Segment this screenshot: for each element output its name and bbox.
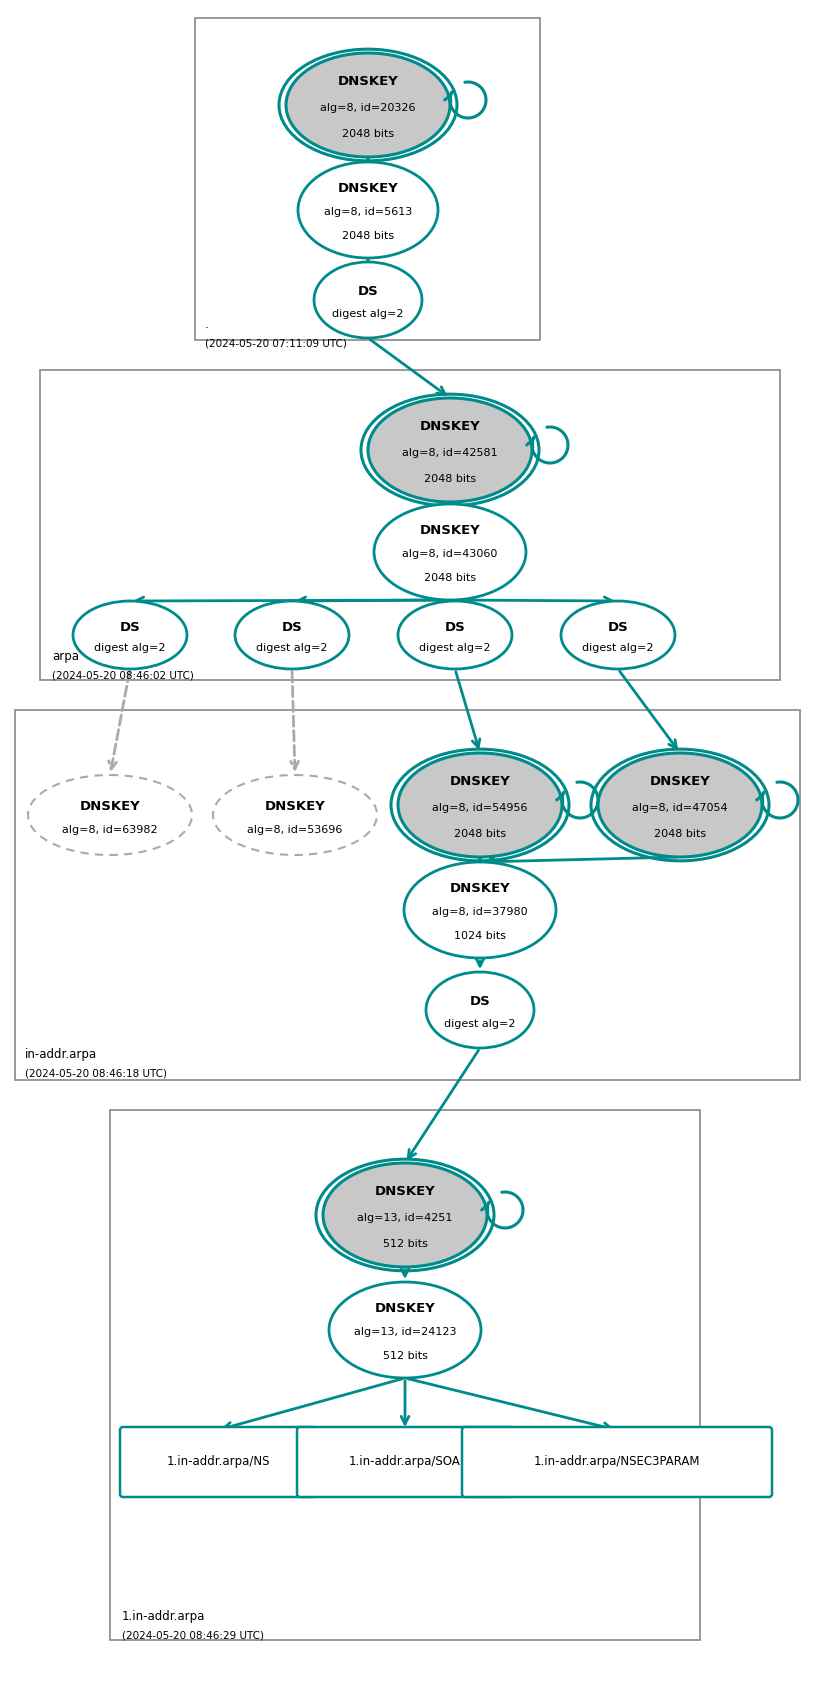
FancyBboxPatch shape (297, 1426, 513, 1497)
Text: digest alg=2: digest alg=2 (332, 310, 404, 320)
Ellipse shape (235, 601, 349, 668)
Text: alg=8, id=54956: alg=8, id=54956 (433, 802, 527, 812)
FancyBboxPatch shape (110, 1110, 700, 1640)
Ellipse shape (28, 775, 192, 854)
Text: alg=8, id=42581: alg=8, id=42581 (402, 448, 498, 457)
Text: alg=8, id=63982: alg=8, id=63982 (62, 826, 158, 836)
Text: DNSKEY: DNSKEY (419, 420, 480, 433)
Ellipse shape (329, 1283, 481, 1377)
Ellipse shape (298, 162, 438, 257)
Text: in-addr.arpa: in-addr.arpa (25, 1047, 97, 1061)
Text: DS: DS (445, 621, 466, 634)
Text: alg=13, id=4251: alg=13, id=4251 (358, 1213, 452, 1223)
Text: digest alg=2: digest alg=2 (444, 1020, 516, 1029)
Text: alg=8, id=20326: alg=8, id=20326 (321, 103, 416, 113)
Text: alg=8, id=43060: alg=8, id=43060 (402, 550, 498, 560)
Text: digest alg=2: digest alg=2 (256, 643, 328, 653)
Ellipse shape (323, 1162, 487, 1267)
Text: alg=8, id=5613: alg=8, id=5613 (324, 208, 412, 217)
Text: DNSKEY: DNSKEY (375, 1301, 435, 1315)
Ellipse shape (398, 601, 512, 668)
FancyBboxPatch shape (120, 1426, 316, 1497)
Text: .: . (205, 318, 208, 332)
Ellipse shape (314, 262, 422, 338)
Text: DNSKEY: DNSKEY (338, 183, 398, 195)
Text: DNSKEY: DNSKEY (375, 1184, 435, 1198)
Text: DS: DS (358, 286, 378, 298)
Text: DNSKEY: DNSKEY (80, 800, 140, 812)
Text: 512 bits: 512 bits (382, 1239, 428, 1249)
Text: alg=8, id=47054: alg=8, id=47054 (632, 802, 728, 812)
FancyBboxPatch shape (40, 371, 780, 680)
Text: 1.in-addr.arpa: 1.in-addr.arpa (122, 1611, 205, 1623)
Ellipse shape (368, 398, 532, 503)
Ellipse shape (374, 504, 526, 601)
Ellipse shape (398, 753, 562, 858)
Text: DS: DS (282, 621, 302, 634)
Text: (2024-05-20 08:46:29 UTC): (2024-05-20 08:46:29 UTC) (122, 1629, 264, 1640)
Text: alg=13, id=24123: alg=13, id=24123 (353, 1328, 456, 1337)
Text: digest alg=2: digest alg=2 (583, 643, 653, 653)
Ellipse shape (286, 52, 450, 157)
Text: DNSKEY: DNSKEY (450, 775, 510, 788)
Text: DS: DS (119, 621, 140, 634)
Text: 512 bits: 512 bits (382, 1352, 428, 1362)
Text: (2024-05-20 07:11:09 UTC): (2024-05-20 07:11:09 UTC) (205, 338, 347, 349)
Text: DNSKEY: DNSKEY (450, 882, 510, 895)
Ellipse shape (404, 861, 556, 958)
FancyBboxPatch shape (195, 19, 540, 340)
Text: 2048 bits: 2048 bits (424, 474, 476, 484)
Text: 1.in-addr.arpa/NSEC3PARAM: 1.in-addr.arpa/NSEC3PARAM (534, 1455, 700, 1469)
Text: alg=8, id=53696: alg=8, id=53696 (247, 826, 343, 836)
FancyBboxPatch shape (15, 711, 800, 1079)
Text: DNSKEY: DNSKEY (265, 800, 325, 812)
FancyBboxPatch shape (462, 1426, 772, 1497)
Ellipse shape (213, 775, 377, 854)
Text: digest alg=2: digest alg=2 (94, 643, 166, 653)
Text: 1.in-addr.arpa/NS: 1.in-addr.arpa/NS (166, 1455, 269, 1469)
Text: 2048 bits: 2048 bits (654, 829, 706, 839)
Ellipse shape (73, 601, 187, 668)
Text: 1024 bits: 1024 bits (454, 931, 506, 941)
Ellipse shape (561, 601, 675, 668)
Text: DNSKEY: DNSKEY (419, 525, 480, 536)
Text: arpa: arpa (52, 650, 79, 663)
Text: 2048 bits: 2048 bits (424, 574, 476, 584)
Text: 2048 bits: 2048 bits (342, 129, 394, 139)
Text: DS: DS (607, 621, 629, 634)
Text: 2048 bits: 2048 bits (454, 829, 506, 839)
Text: DNSKEY: DNSKEY (338, 74, 398, 88)
Text: alg=8, id=37980: alg=8, id=37980 (432, 907, 528, 917)
Ellipse shape (426, 971, 534, 1047)
Text: digest alg=2: digest alg=2 (419, 643, 491, 653)
Text: 1.in-addr.arpa/SOA: 1.in-addr.arpa/SOA (349, 1455, 461, 1469)
Text: (2024-05-20 08:46:18 UTC): (2024-05-20 08:46:18 UTC) (25, 1068, 167, 1078)
Text: DS: DS (470, 995, 490, 1008)
Text: DNSKEY: DNSKEY (649, 775, 710, 788)
Text: (2024-05-20 08:46:02 UTC): (2024-05-20 08:46:02 UTC) (52, 670, 194, 680)
Ellipse shape (598, 753, 762, 858)
Text: 2048 bits: 2048 bits (342, 232, 394, 242)
